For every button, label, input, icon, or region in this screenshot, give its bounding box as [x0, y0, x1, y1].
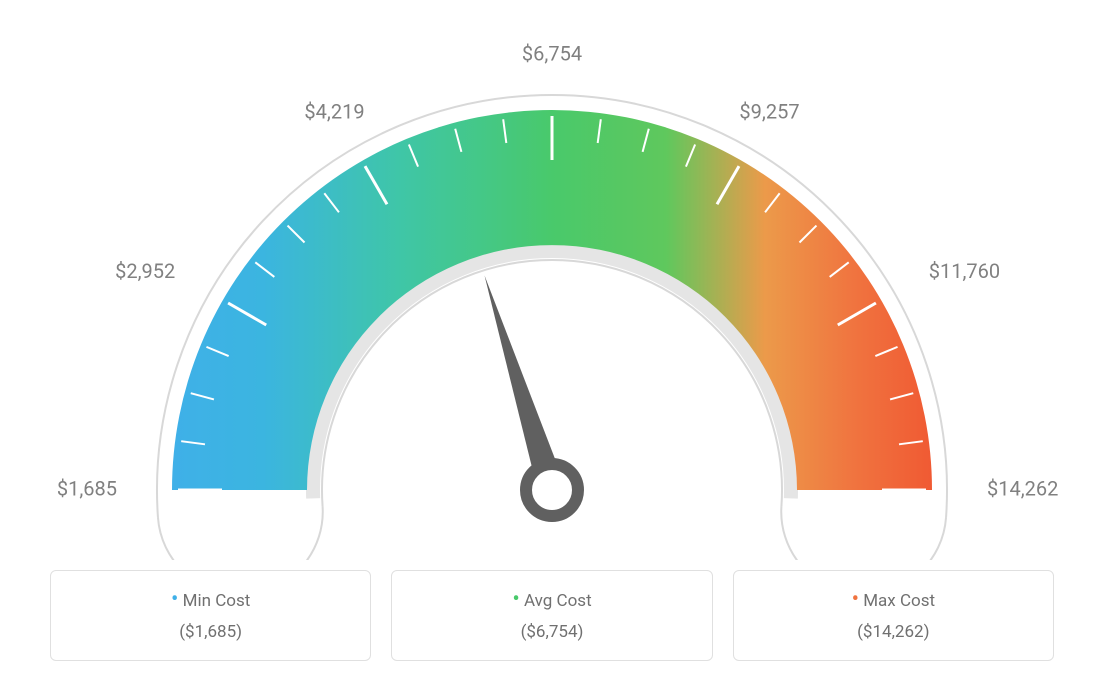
svg-text:$14,262: $14,262	[987, 476, 1058, 500]
svg-text:$6,754: $6,754	[522, 41, 582, 65]
legend-max-text: Max Cost	[863, 591, 935, 611]
legend-min-card: • Min Cost ($1,685)	[50, 570, 371, 661]
legend-min-text: Min Cost	[183, 591, 251, 611]
legend-max-value: ($14,262)	[744, 622, 1043, 642]
legend-avg-label: • Avg Cost	[402, 589, 701, 614]
legend-row: • Min Cost ($1,685) • Avg Cost ($6,754) …	[20, 570, 1084, 661]
legend-min-value: ($1,685)	[61, 622, 360, 642]
svg-text:$11,760: $11,760	[929, 259, 1000, 283]
gauge-dial: $1,685 $2,952 $4,219 $6,754 $9,257 $11,760 $14…	[20, 20, 1084, 560]
legend-max-label: • Max Cost	[744, 589, 1043, 614]
svg-text:$4,219: $4,219	[304, 100, 364, 124]
legend-avg-card: • Avg Cost ($6,754)	[391, 570, 712, 661]
bullet-icon: •	[512, 587, 519, 612]
legend-min-label: • Min Cost	[61, 589, 360, 614]
legend-avg-value: ($6,754)	[402, 622, 701, 642]
svg-text:$1,685: $1,685	[57, 476, 117, 500]
svg-text:$9,257: $9,257	[739, 100, 799, 124]
bullet-icon: •	[171, 587, 178, 612]
bullet-icon: •	[852, 587, 859, 612]
cost-gauge-chart: $1,685 $2,952 $4,219 $6,754 $9,257 $11,760 $14…	[20, 20, 1084, 661]
legend-avg-text: Avg Cost	[524, 591, 592, 611]
svg-text:$2,952: $2,952	[115, 259, 175, 283]
legend-max-card: • Max Cost ($14,262)	[733, 570, 1054, 661]
